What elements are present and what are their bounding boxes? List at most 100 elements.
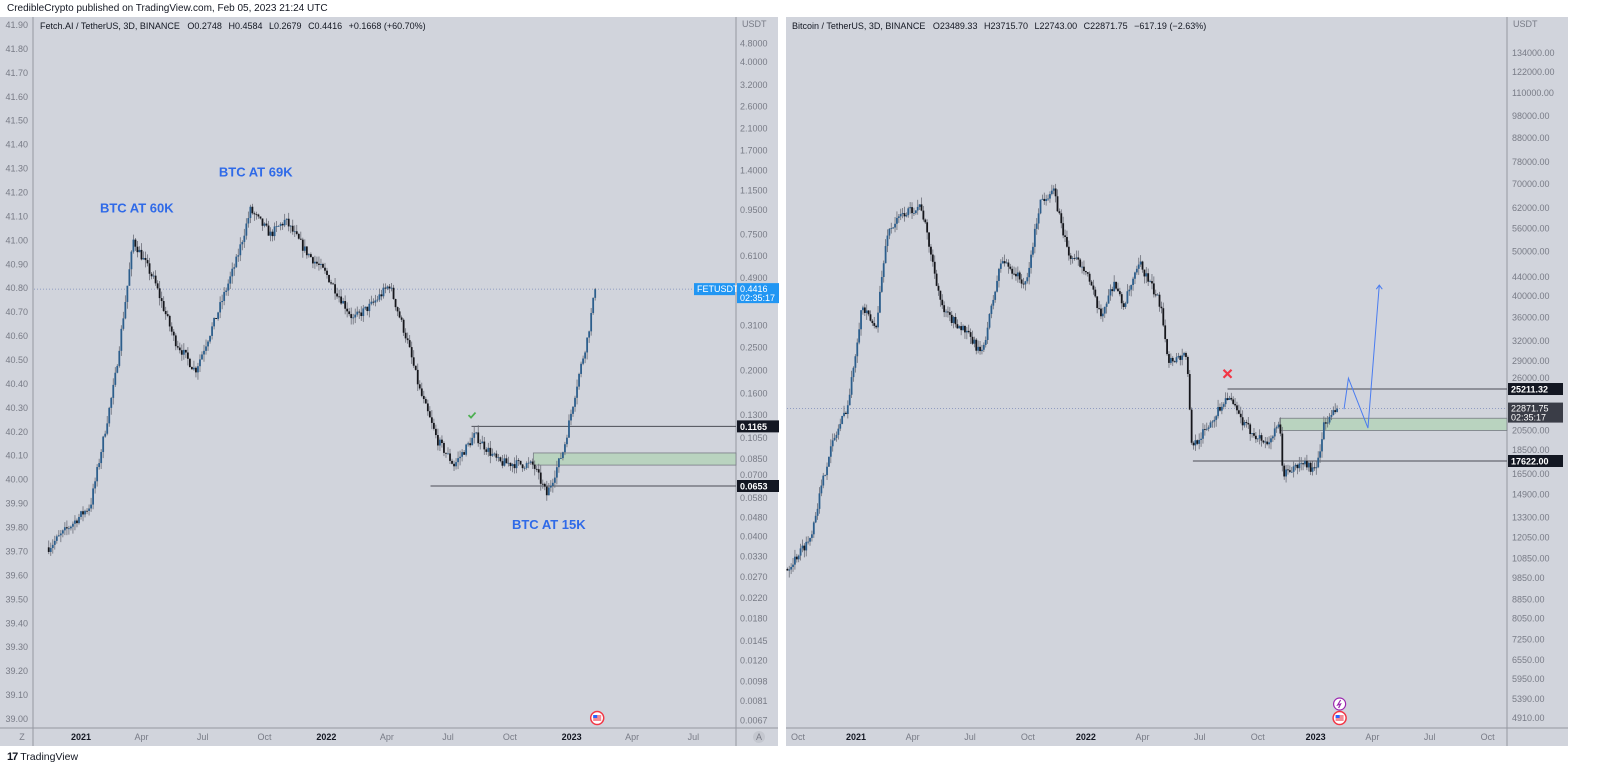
candle [1084, 270, 1087, 276]
candle [138, 246, 141, 253]
projection-path[interactable] [1343, 285, 1380, 429]
candle [1228, 395, 1231, 401]
candle-body [1100, 308, 1102, 317]
candle [1262, 440, 1265, 445]
candle-body [969, 332, 972, 337]
outer-axis-tick-label: 39.50 [5, 594, 28, 604]
candle-body [1304, 460, 1306, 465]
support-zone[interactable] [1279, 417, 1508, 431]
level-price-tag: 25211.32 [1511, 385, 1548, 395]
currency-label: USDT [1513, 19, 1538, 29]
candle-body [511, 464, 514, 467]
candle-body [1096, 296, 1099, 308]
us-flag-event-icon[interactable] [1332, 710, 1347, 726]
left-legend: Fetch.AI / TetherUS, 3D, BINANCE O0.2748… [40, 21, 426, 31]
candle-body [557, 458, 560, 468]
time-axis-tick-label: 2023 [1306, 732, 1326, 742]
candle-body [1049, 194, 1051, 199]
price-axis-tick-label: 44000.00 [1512, 272, 1550, 282]
candle [1305, 454, 1308, 471]
candle-body [1217, 406, 1219, 417]
candle-body [84, 510, 86, 515]
candle [213, 317, 215, 330]
candle-body [299, 238, 302, 240]
candle-body [1041, 198, 1044, 200]
left-chart-panel[interactable]: 41.90 41.80 41.70 41.60 41.50 41.40 41.30 41.20… [0, 17, 779, 746]
text-annotation[interactable]: BTC AT 60K [100, 200, 174, 215]
candle-body [1268, 442, 1270, 445]
outer-axis-tick-label: 40.90 [5, 259, 28, 269]
price-axis-tick-label: 134000.00 [1512, 48, 1555, 58]
auto-scale-button[interactable]: A [756, 732, 762, 742]
candle [1203, 424, 1206, 436]
candle-body [1313, 467, 1316, 469]
candle-body [249, 206, 252, 219]
candle [1139, 255, 1142, 267]
candle [998, 267, 1000, 288]
candle [533, 460, 536, 476]
candle [209, 335, 211, 344]
candle [568, 414, 570, 439]
candle-body [1288, 470, 1291, 472]
candle-body [311, 257, 314, 264]
zoom-reset-button[interactable]: Z [19, 732, 25, 742]
candle-body [447, 453, 449, 455]
candle [84, 509, 86, 518]
candle-body [1254, 435, 1257, 440]
candle [449, 448, 451, 465]
price-axis-tick-label: 0.0098 [740, 676, 768, 686]
candle [926, 219, 929, 240]
tradingview-footer[interactable]: 17 TradingView [7, 751, 78, 763]
candle [342, 297, 345, 304]
candle-body [1324, 422, 1327, 424]
candle-body [981, 349, 983, 352]
candle-body [211, 326, 213, 336]
candle [279, 222, 282, 231]
us-flag-event-icon[interactable] [589, 710, 605, 726]
candle-body [1020, 279, 1023, 284]
candle [1016, 266, 1019, 283]
candle [574, 395, 576, 412]
candle [386, 285, 389, 291]
candle [1319, 444, 1321, 463]
candle [372, 298, 375, 306]
candle [199, 354, 201, 372]
candle [78, 513, 80, 525]
outer-axis-tick-label: 41.80 [5, 44, 28, 54]
candle [1268, 436, 1270, 449]
left-plot-area[interactable]: 4.8000 4.0000 3.2000 2.6000 2.1000 1.7000 1.40… [34, 38, 779, 742]
lightning-event-icon[interactable] [1333, 697, 1347, 711]
text-annotation[interactable]: BTC AT 15K [512, 517, 586, 532]
check-icon[interactable] [467, 411, 477, 419]
candle-body [799, 548, 802, 556]
time-axis-tick-label: Apr [625, 732, 639, 742]
candle [485, 447, 488, 455]
candle [907, 206, 910, 218]
level-price-tag-bg [737, 420, 779, 433]
candle-body [142, 257, 145, 260]
candle [845, 411, 847, 415]
candle-body [797, 555, 800, 560]
candle-body [1319, 451, 1321, 458]
cross-icon[interactable] [1222, 368, 1233, 379]
right-chart-panel[interactable]: Bitcoin / TetherUS, 3D, BINANCE O23489.3… [786, 17, 1568, 746]
candle-body [285, 218, 288, 220]
candle [884, 239, 887, 264]
support-zone[interactable] [532, 452, 737, 466]
price-axis-tick-label: 0.1300 [740, 410, 768, 420]
text-annotation[interactable]: BTC AT 69K [219, 164, 293, 179]
candle [408, 335, 411, 348]
candle-body [203, 350, 205, 355]
candle-body [469, 443, 472, 446]
candle [1096, 296, 1099, 314]
candle [852, 366, 855, 382]
right-plot-area[interactable]: 134000.00 122000.00 110000.00 98000.00 88000… [786, 48, 1563, 742]
candle [1086, 272, 1089, 277]
candle [799, 543, 802, 561]
candle [1064, 229, 1066, 242]
time-axis-tick-label: Apr [906, 732, 920, 742]
left-outer-axis[interactable]: 41.90 41.80 41.70 41.60 41.50 41.40 41.30 41.20… [5, 20, 28, 724]
candle [287, 212, 290, 232]
candle-body [952, 316, 955, 323]
candle-body [1103, 306, 1106, 314]
